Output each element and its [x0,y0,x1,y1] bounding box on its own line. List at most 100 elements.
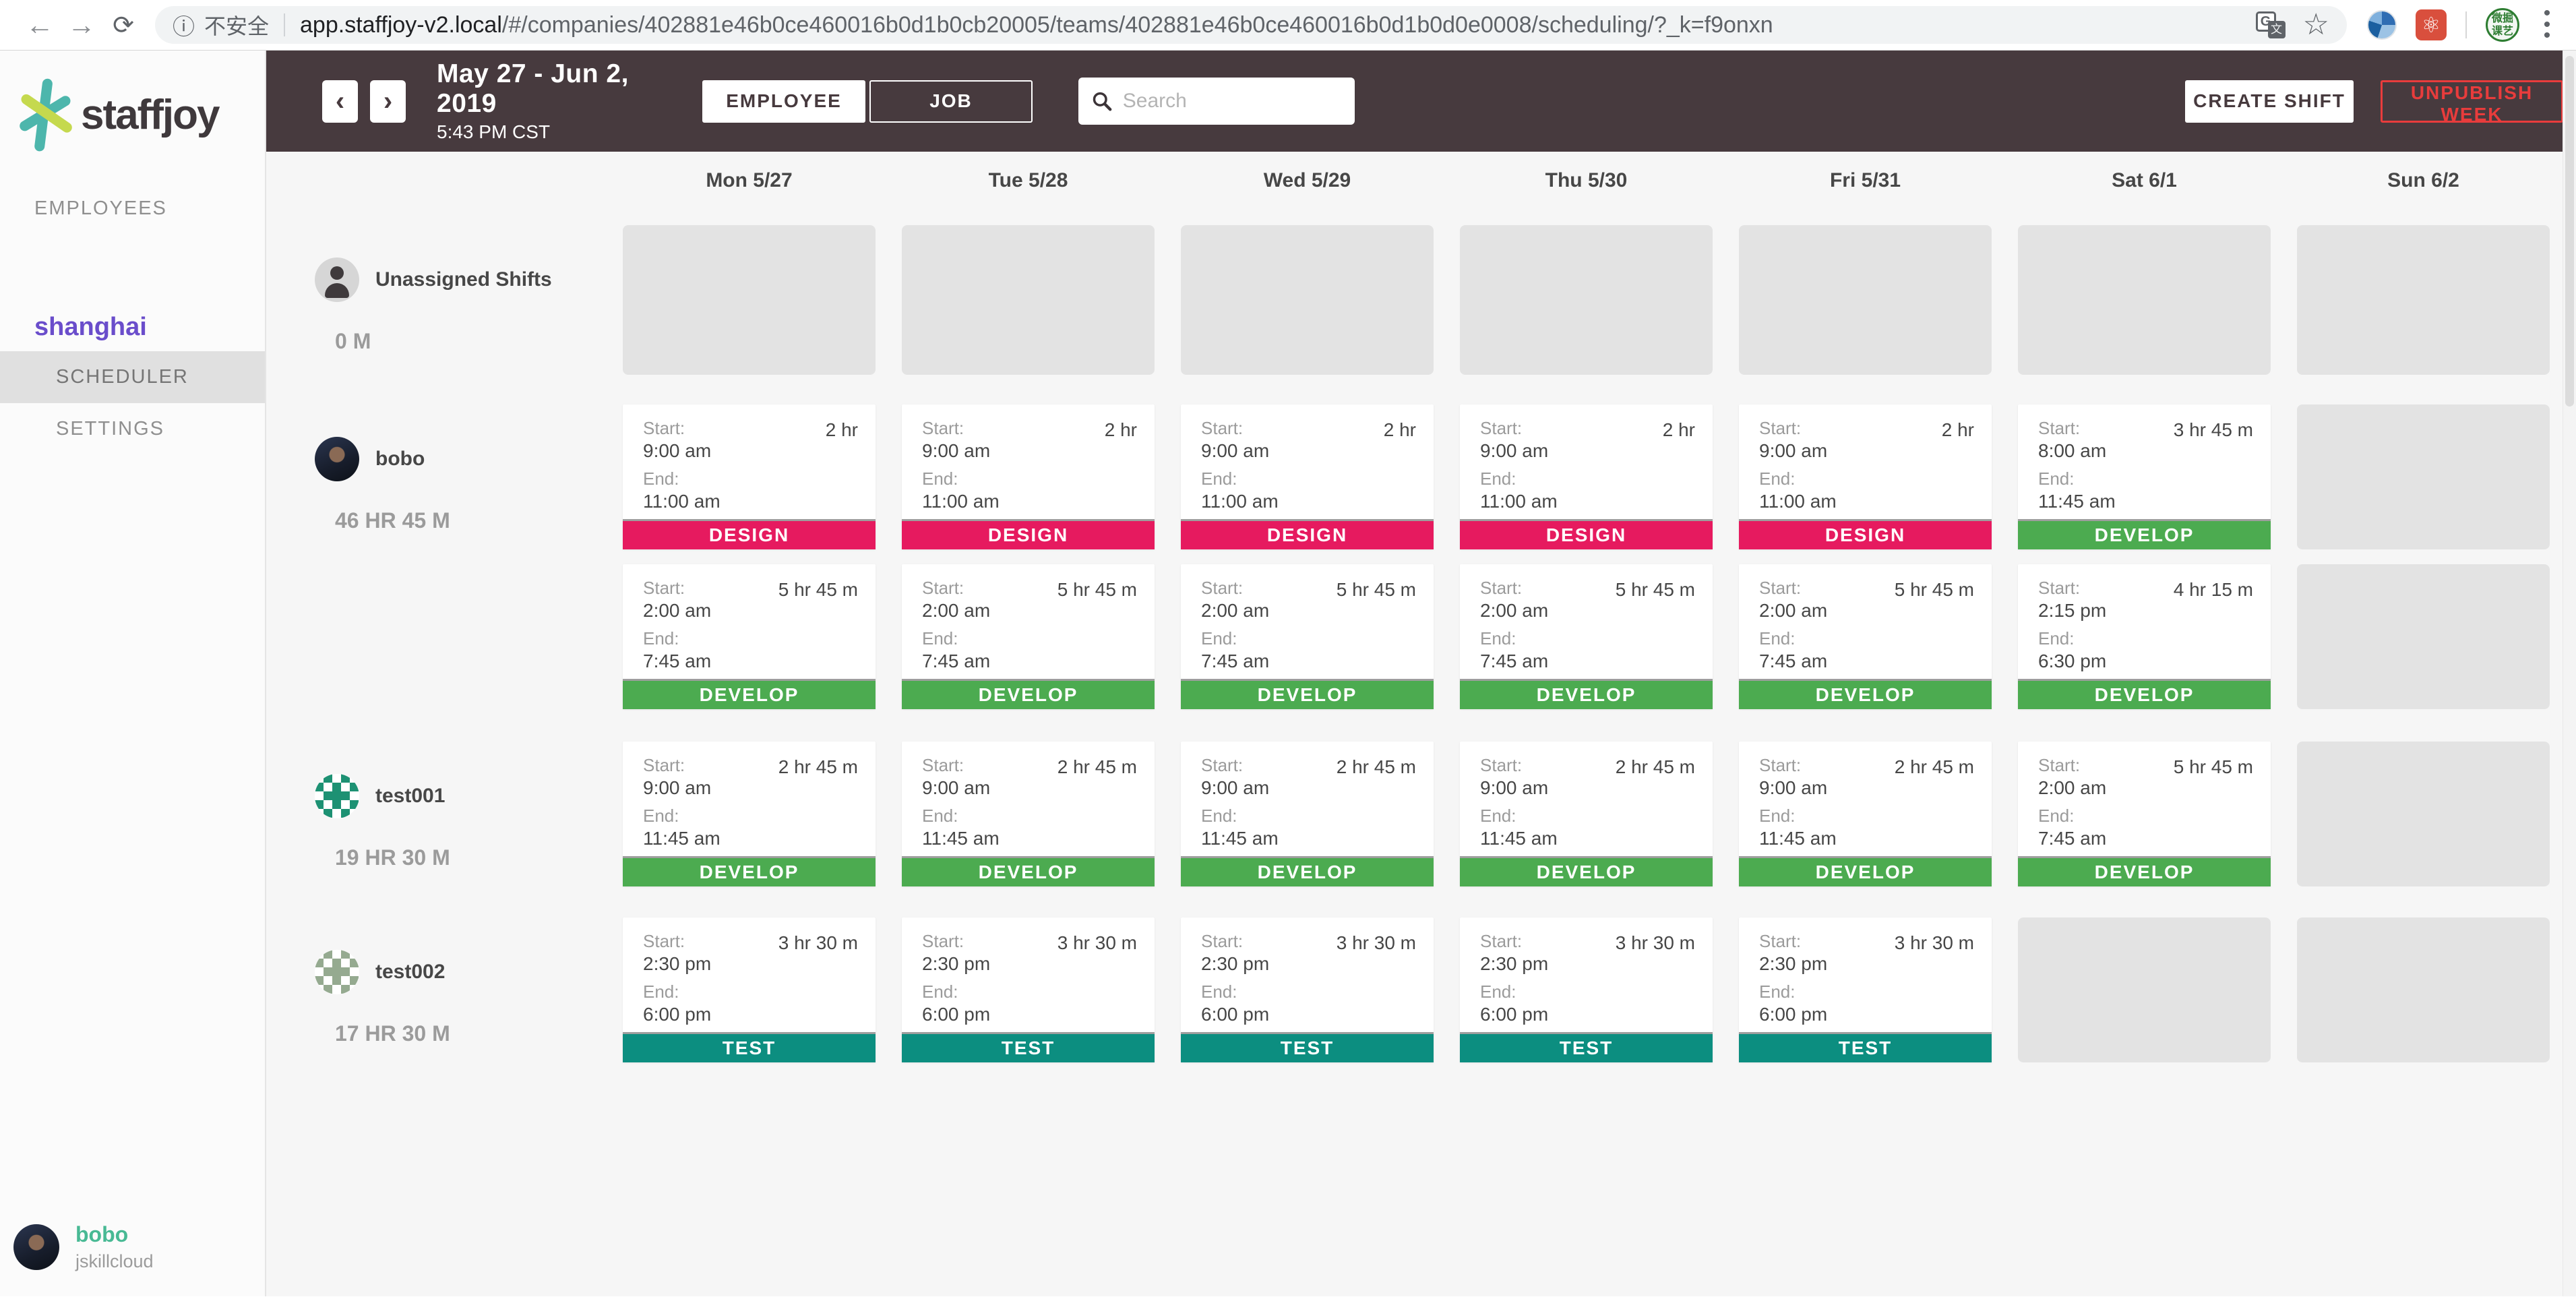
sidebar-item-scheduler[interactable]: SCHEDULER [0,351,265,403]
shift-job-button[interactable]: DEVELOP [1739,679,1992,709]
row-avatar [315,950,359,994]
shift-start-label: Start: [1201,755,1244,775]
empty-shift-cell [2297,917,2550,1062]
shift-duration: 2 hr [1662,419,1695,440]
shift-job-button[interactable]: DEVELOP [2018,519,2271,549]
shift-duration: 5 hr 45 m [1336,579,1416,600]
shift-card[interactable]: Start: 9:00 am End: 11:00 am 2 hr DESIGN [1460,404,1713,549]
extension-green-icon[interactable]: 微掘课艺 [2486,8,2519,42]
shift-card[interactable]: Start: 9:00 am End: 11:45 am 2 hr 45 m D… [1460,742,1713,886]
shift-end-time: 11:45 am [1201,828,1279,849]
shift-end-time: 11:00 am [1759,491,1837,512]
shift-card[interactable]: Start: 2:00 am End: 7:45 am 5 hr 45 m DE… [623,564,876,709]
sidebar-item-employees[interactable]: EMPLOYEES [34,198,167,219]
shift-job-button[interactable]: DESIGN [902,519,1155,549]
browser-menu-icon[interactable]: • • • [2543,2,2551,47]
shift-job-button[interactable]: DEVELOP [1739,856,1992,886]
shift-job-button[interactable]: DEVELOP [1460,856,1713,886]
shift-job-button[interactable]: DEVELOP [2018,679,2271,709]
back-button[interactable]: ← [26,9,54,40]
shift-job-button[interactable]: DESIGN [623,519,876,549]
day-header: Sun 6/2 [2387,169,2459,191]
shift-card[interactable]: Start: 9:00 am End: 11:45 am 2 hr 45 m D… [1739,742,1992,886]
staffjoy-logo[interactable]: staffjoy [0,51,265,152]
user-card[interactable]: bobo jskillcloud [13,1222,154,1272]
shift-end-time: 11:45 am [643,828,720,849]
team-name[interactable]: shanghai [34,313,147,341]
shift-start-time: 2:30 pm [922,953,991,974]
shift-card[interactable]: Start: 2:30 pm End: 6:00 pm 3 hr 30 m TE… [1460,917,1713,1062]
shift-job-button[interactable]: DEVELOP [1181,856,1434,886]
shift-card[interactable]: Start: 9:00 am End: 11:00 am 2 hr DESIGN [623,404,876,549]
shift-start-time: 2:00 am [2038,777,2107,798]
shift-card[interactable]: Start: 2:30 pm End: 6:00 pm 3 hr 30 m TE… [1181,917,1434,1062]
shift-card[interactable]: Start: 8:00 am End: 11:45 am 3 hr 45 m D… [2018,404,2271,549]
search-input[interactable] [1122,90,1341,113]
shift-job-button[interactable]: TEST [623,1032,876,1062]
shift-card[interactable]: Start: 2:00 am End: 7:45 am 5 hr 45 m DE… [1739,564,1992,709]
row-hours: 17 HR 30 M [335,1021,450,1046]
shift-job-button[interactable]: DEVELOP [1181,679,1434,709]
shift-start-time: 2:30 pm [643,953,712,974]
forward-button[interactable]: → [67,9,96,40]
shift-card[interactable]: Start: 2:00 am End: 7:45 am 5 hr 45 m DE… [2018,742,2271,886]
shift-card[interactable]: Start: 2:15 pm End: 6:30 pm 4 hr 15 m DE… [2018,564,2271,709]
shift-job-button[interactable]: DEVELOP [902,679,1155,709]
shift-job-button[interactable]: DESIGN [1181,519,1434,549]
shift-job-button[interactable]: DEVELOP [1460,679,1713,709]
shift-card[interactable]: Start: 9:00 am End: 11:45 am 2 hr 45 m D… [623,742,876,886]
row-hours: 46 HR 45 M [335,508,450,533]
shift-card[interactable]: Start: 9:00 am End: 11:45 am 2 hr 45 m D… [1181,742,1434,886]
shift-start-time: 9:00 am [643,440,712,461]
shift-card[interactable]: Start: 9:00 am End: 11:00 am 2 hr DESIGN [902,404,1155,549]
empty-shift-cell [1181,225,1434,375]
shift-card[interactable]: Start: 9:00 am End: 11:00 am 2 hr DESIGN [1739,404,1992,549]
shift-start-time: 9:00 am [643,777,712,798]
week-time: 5:43 PM CST [437,121,551,142]
prev-week-button[interactable]: ‹ [322,80,358,123]
url-bar[interactable]: ⓘ 不安全 app.staffjoy-v2.local/#/companies/… [155,6,2347,44]
shift-job-button[interactable]: DEVELOP [2018,856,2271,886]
shift-card[interactable]: Start: 2:00 am End: 7:45 am 5 hr 45 m DE… [1460,564,1713,709]
shift-job-button[interactable]: TEST [1181,1032,1434,1062]
shift-card[interactable]: Start: 9:00 am End: 11:45 am 2 hr 45 m D… [902,742,1155,886]
shift-job-button[interactable]: DEVELOP [623,856,876,886]
shift-card[interactable]: Start: 2:30 pm End: 6:00 pm 3 hr 30 m TE… [902,917,1155,1062]
shift-job-button[interactable]: DESIGN [1739,519,1992,549]
search-box[interactable] [1078,78,1355,125]
shift-start-label: Start: [643,931,685,951]
shift-card[interactable]: Start: 9:00 am End: 11:00 am 2 hr DESIGN [1181,404,1434,549]
shift-card[interactable]: Start: 2:30 pm End: 6:00 pm 3 hr 30 m TE… [1739,917,1992,1062]
shift-job-button[interactable]: DEVELOP [623,679,876,709]
create-shift-button[interactable]: CREATE SHIFT [2185,80,2354,123]
shift-end-label: End: [2038,806,2075,826]
shift-start-label: Start: [643,578,685,598]
shift-job-button[interactable]: DESIGN [1460,519,1713,549]
user-company: jskillcloud [75,1251,154,1271]
employee-toggle-button[interactable]: EMPLOYEE [702,80,865,123]
day-header: Fri 5/31 [1829,169,1901,191]
empty-shift-cell [2297,564,2550,709]
shift-job-button[interactable]: TEST [1460,1032,1713,1062]
shift-start-label: Start: [1480,755,1523,775]
scrollbar[interactable] [2563,51,2576,1296]
info-icon[interactable]: ⓘ [173,14,195,39]
shift-card[interactable]: Start: 2:00 am End: 7:45 am 5 hr 45 m DE… [902,564,1155,709]
shift-job-button[interactable]: DEVELOP [902,856,1155,886]
shift-start-label: Start: [922,931,964,951]
scrollbar-thumb[interactable] [2565,56,2574,406]
bookmark-star-icon[interactable]: ☆ [2302,8,2329,41]
unpublish-week-button[interactable]: UNPUBLISH WEEK [2381,80,2563,125]
refresh-button[interactable]: ⟳ [113,11,134,40]
extension-red-icon[interactable]: ⚛ [2416,9,2447,40]
job-toggle-button[interactable]: JOB [869,80,1033,123]
shift-card[interactable]: Start: 2:30 pm End: 6:00 pm 3 hr 30 m TE… [623,917,876,1062]
sidebar-item-settings[interactable]: SETTINGS [56,418,165,440]
shift-job-button[interactable]: TEST [902,1032,1155,1062]
shift-card[interactable]: Start: 2:00 am End: 7:45 am 5 hr 45 m DE… [1181,564,1434,709]
shift-job-button[interactable]: TEST [1739,1032,1992,1062]
next-week-button[interactable]: › [370,80,406,123]
extension-blue-icon[interactable] [2367,10,2397,40]
shift-duration: 2 hr 45 m [1894,756,1974,777]
